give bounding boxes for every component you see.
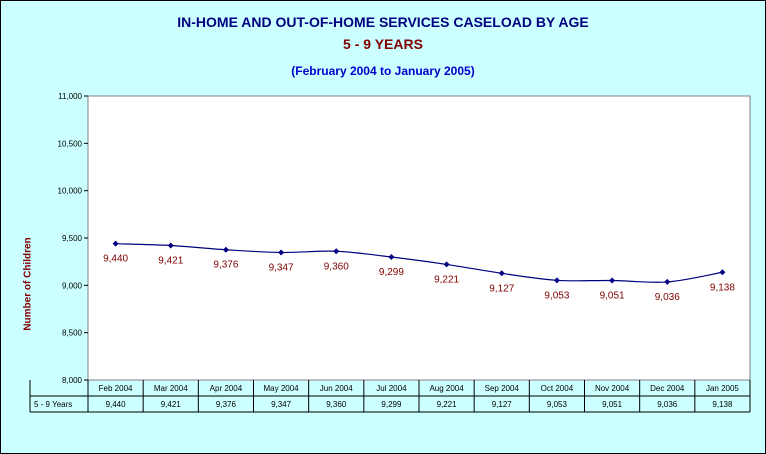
x-tick-label: Jun 2004 — [320, 384, 353, 393]
x-tick-label: May 2004 — [264, 384, 300, 393]
x-tick-label: Feb 2004 — [99, 384, 133, 393]
chart-title: IN-HOME AND OUT-OF-HOME SERVICES CASELOA… — [177, 14, 589, 30]
table-cell-value: 9,347 — [271, 400, 292, 409]
x-tick-label: Nov 2004 — [595, 384, 630, 393]
series-line — [115, 243, 723, 283]
y-tick-label: 9,500 — [62, 234, 83, 243]
x-tick-label: Apr 2004 — [210, 384, 243, 393]
data-point — [112, 240, 119, 247]
table-cell-value: 9,036 — [657, 400, 678, 409]
table-cell-value: 9,221 — [437, 400, 458, 409]
data-point — [222, 246, 229, 253]
y-tick-label: 9,000 — [62, 281, 83, 290]
y-tick-label: 10,500 — [58, 139, 83, 148]
table-cell-value: 9,360 — [326, 400, 347, 409]
data-point — [498, 270, 505, 277]
data-point — [167, 242, 174, 249]
table-cell-value: 9,051 — [602, 400, 623, 409]
x-tick-label: Mar 2004 — [154, 384, 188, 393]
data-point — [278, 249, 285, 256]
data-label: 9,127 — [489, 283, 514, 294]
data-point — [719, 269, 726, 276]
y-tick-label: 8,500 — [62, 329, 83, 338]
data-label: 9,299 — [379, 267, 404, 278]
x-tick-label: Oct 2004 — [541, 384, 574, 393]
chart-age-group: 5 - 9 YEARS — [343, 36, 423, 52]
y-tick-label: 8,000 — [62, 376, 83, 385]
y-tick-label: 10,000 — [58, 187, 83, 196]
data-point — [388, 254, 395, 261]
x-tick-label: Jul 2004 — [376, 384, 407, 393]
data-label: 9,053 — [544, 290, 569, 301]
data-point — [443, 261, 450, 268]
data-label: 9,347 — [269, 262, 294, 273]
table-cell-value: 9,376 — [216, 400, 237, 409]
table-cell-value: 9,138 — [712, 400, 733, 409]
data-point — [333, 248, 340, 255]
data-label: 9,360 — [324, 261, 349, 272]
data-point — [609, 277, 616, 284]
data-point — [553, 277, 560, 284]
data-label: 9,221 — [434, 274, 459, 285]
table-cell-value: 9,053 — [547, 400, 568, 409]
data-label: 9,440 — [103, 254, 128, 265]
table-cell-value: 9,299 — [381, 400, 402, 409]
x-tick-label: Aug 2004 — [429, 384, 464, 393]
x-tick-label: Jan 2005 — [706, 384, 739, 393]
data-label: 9,421 — [158, 255, 183, 266]
chart-period: (February 2004 to January 2005) — [291, 64, 475, 78]
x-tick-label: Dec 2004 — [650, 384, 685, 393]
table-cell-value: 9,127 — [492, 400, 513, 409]
data-label: 9,376 — [213, 260, 238, 271]
y-tick-label: 11,000 — [58, 92, 82, 101]
table-series-name: 5 - 9 Years — [34, 400, 72, 409]
data-point — [664, 278, 671, 285]
x-tick-label: Sep 2004 — [485, 384, 520, 393]
table-cell-value: 9,421 — [161, 400, 182, 409]
data-label: 9,138 — [710, 282, 735, 293]
plot-area — [87, 95, 751, 381]
data-label: 9,036 — [655, 292, 680, 303]
table-cell-value: 9,440 — [106, 400, 127, 409]
data-label: 9,051 — [600, 291, 625, 302]
